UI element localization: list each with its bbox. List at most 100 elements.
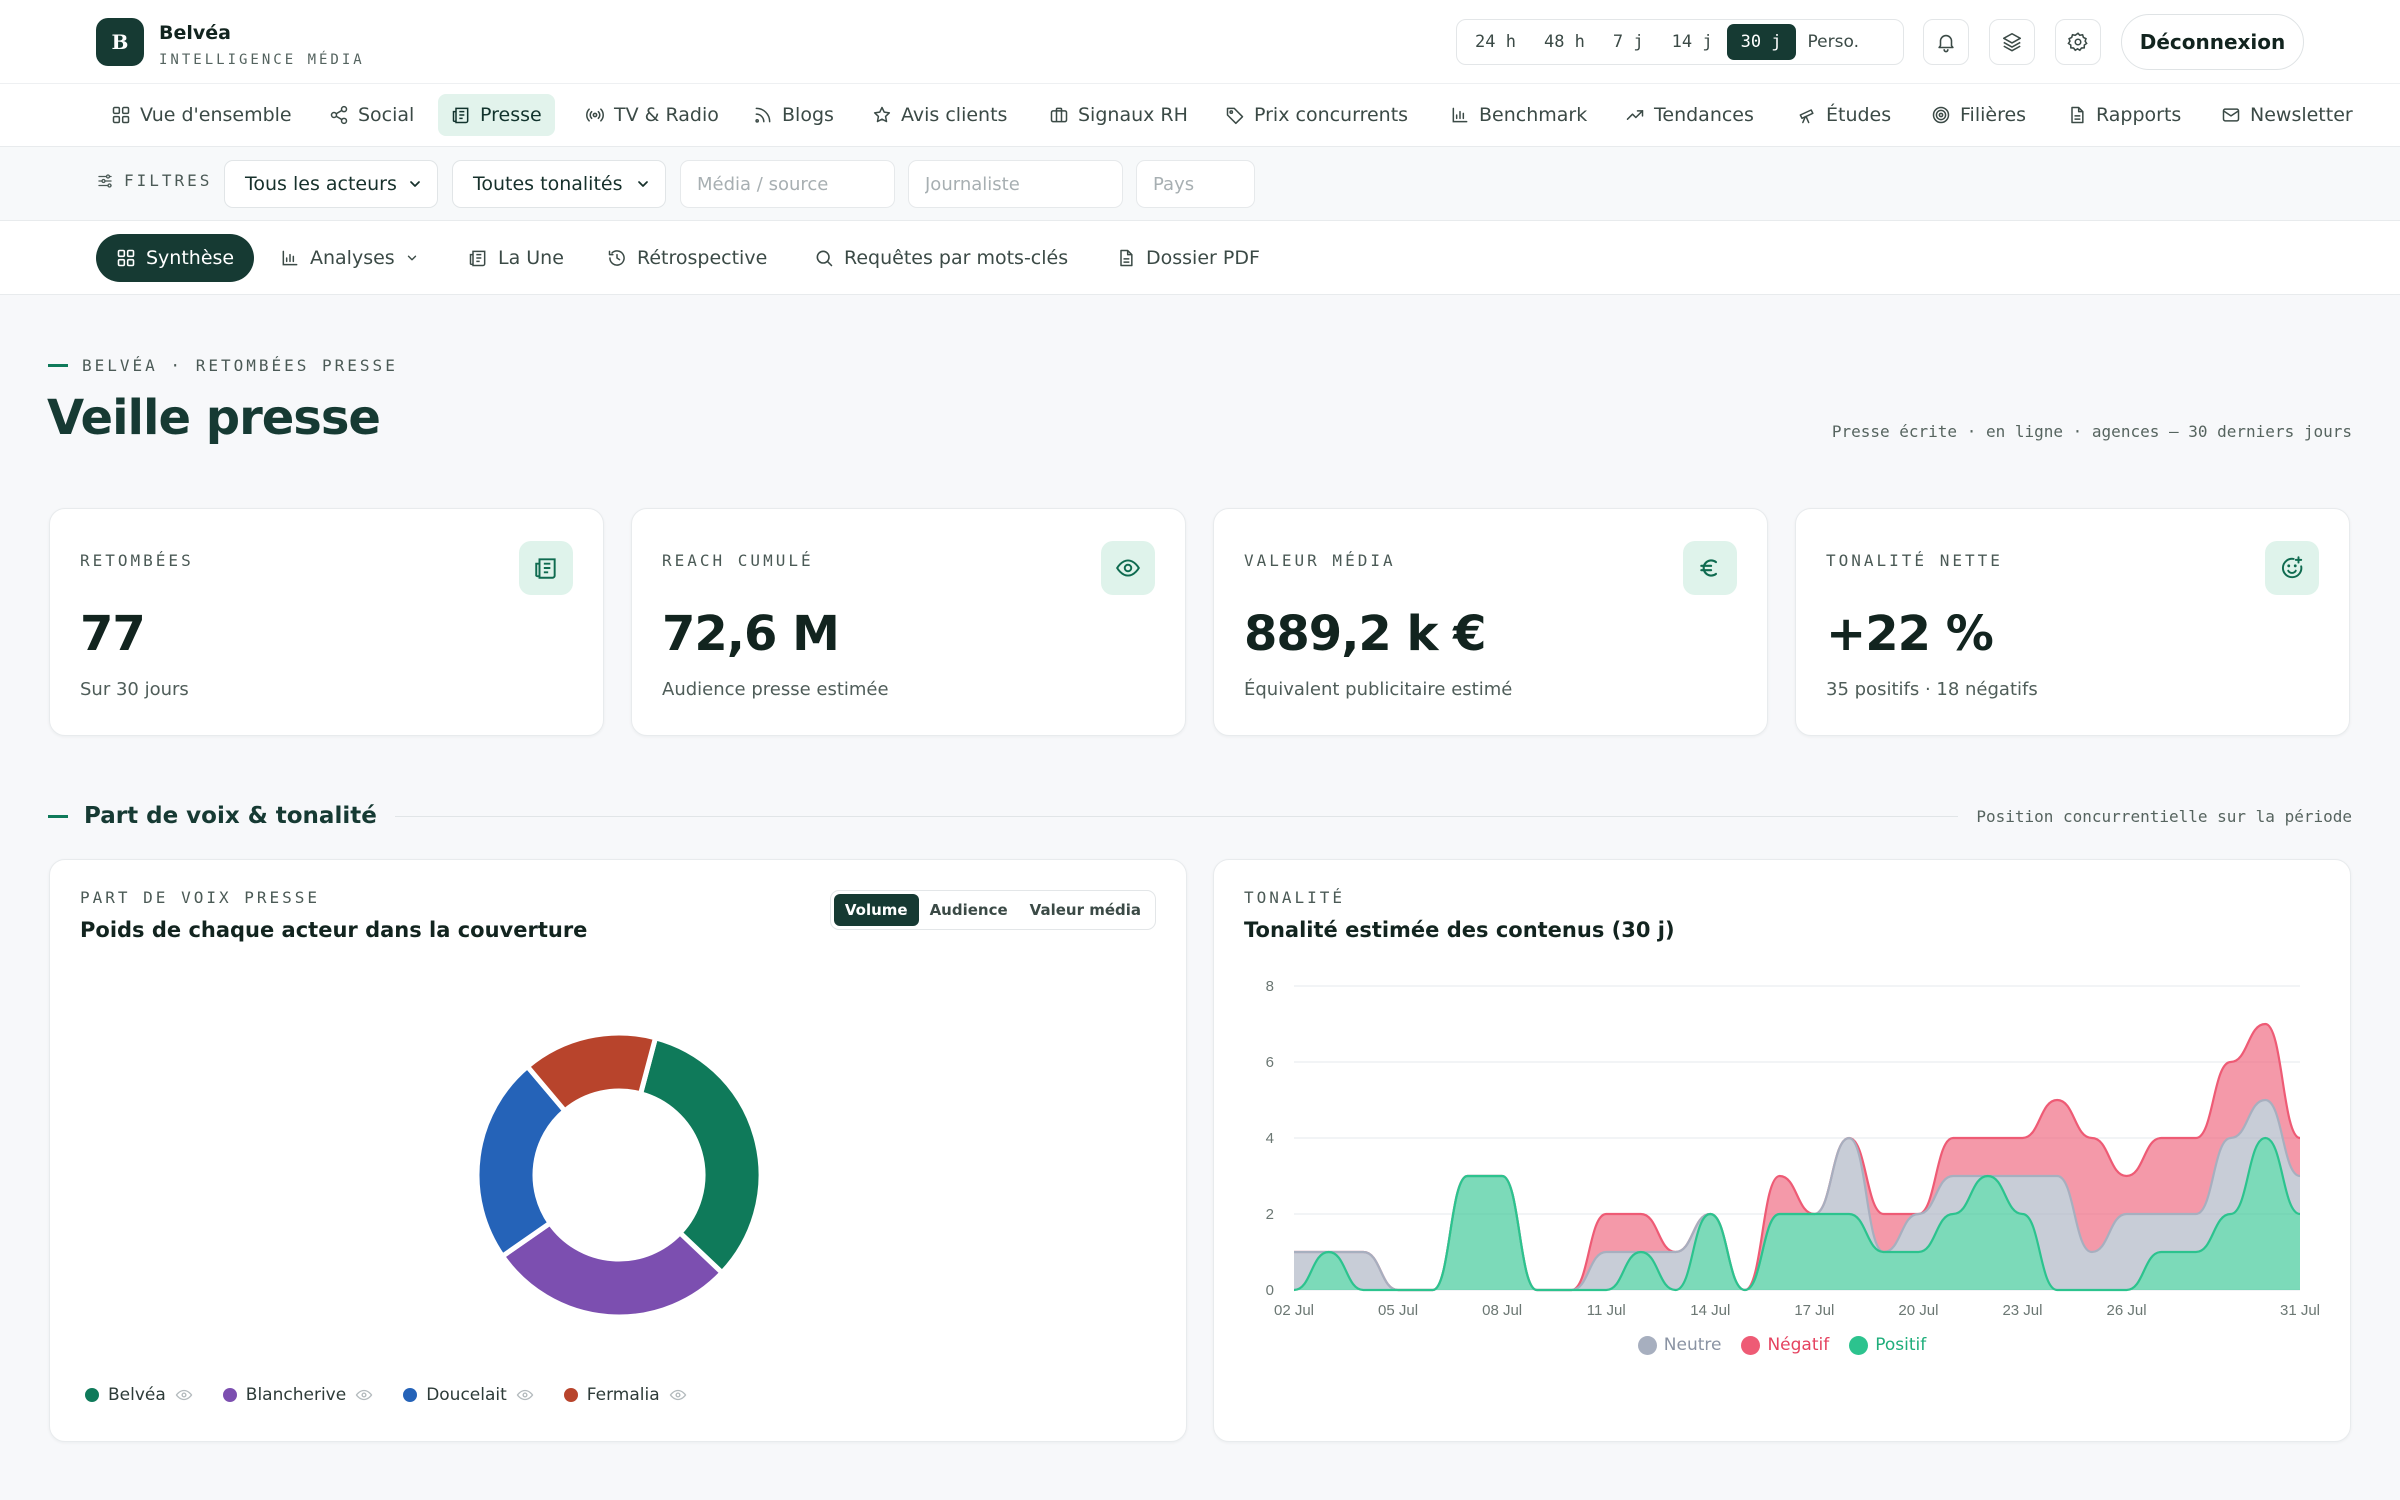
legend-label: Neutre [1663, 1335, 1722, 1355]
x-tick-label: 31 Jul [2280, 1302, 2320, 1319]
broadcast-icon [586, 108, 604, 122]
top-bar: B Belvéa INTELLIGENCE MÉDIA 24 h 48 h 7 … [0, 0, 2400, 84]
section-dash [48, 814, 68, 818]
journalist-input[interactable] [908, 160, 1123, 208]
country-input[interactable] [1136, 160, 1255, 208]
target-icon [1932, 106, 1950, 124]
telescope-icon [1799, 109, 1814, 124]
eye-icon [669, 1389, 686, 1401]
nav-label: Études [1826, 104, 1892, 126]
kpi-subtext: Équivalent publicitaire estimé [1244, 679, 1513, 700]
legend-swatch [403, 1388, 418, 1402]
x-tick-label: 05 Jul [1378, 1302, 1418, 1319]
tab-synthese[interactable]: Synthèse [96, 234, 255, 282]
nav-item-etudes[interactable]: Études [1784, 94, 1904, 136]
donut-slice-doucelait[interactable] [474, 1063, 568, 1259]
section-divider [394, 815, 1959, 817]
eye-icon [355, 1389, 373, 1401]
file-icon [1120, 249, 1133, 267]
kpi-label: RETOMBÉES [80, 551, 194, 570]
period-30j[interactable]: 30 j [1726, 24, 1796, 60]
filter-bar: FILTRES Tous les acteurs Toutes tonalité… [0, 147, 2400, 221]
donut-slice-fermalia[interactable] [524, 1030, 659, 1114]
legend-swatch [563, 1388, 578, 1402]
actor-select[interactable]: Tous les acteurs [224, 160, 438, 208]
brand-logo[interactable]: B [96, 18, 144, 66]
kpi-value: 889,2 k € [1244, 606, 1487, 662]
legend-item-blancherive[interactable]: Blancherive [222, 1385, 373, 1405]
period-selector: 24 h 48 h 7 j 14 j 30 j Perso. [1456, 19, 1904, 65]
mail-icon [2222, 108, 2240, 122]
kpi-value: 77 [80, 606, 146, 662]
nav-item-filieres[interactable]: Filières [1918, 94, 2039, 136]
metric-toggle: Volume Audience Valeur média [829, 890, 1156, 930]
tab-dossier-pdf[interactable]: Dossier PDF [1096, 234, 1280, 282]
period-48h[interactable]: 48 h [1543, 32, 1585, 52]
legend-item-positif[interactable]: Positif [1849, 1335, 1926, 1355]
notifications-button[interactable] [1923, 19, 1969, 65]
nav-item-benchmark[interactable]: Benchmark [1437, 94, 1600, 136]
brand-name: Belvéa [159, 22, 231, 44]
period-24h[interactable]: 24 h [1475, 32, 1516, 52]
sliders-icon [98, 173, 112, 188]
legend-item-neutre[interactable]: Neutre [1637, 1335, 1722, 1355]
period-14j[interactable]: 14 j [1671, 32, 1713, 52]
nav-item-tv-radio[interactable]: TV & Radio [572, 94, 732, 136]
settings-icon [2067, 32, 2088, 52]
legend-swatch [1741, 1335, 1761, 1355]
legend-swatch [1849, 1335, 1869, 1355]
nav-item-blogs[interactable]: Blogs [740, 94, 847, 136]
kpi-subtext: Audience presse estimée [662, 679, 889, 700]
period-custom[interactable]: Perso. [1807, 32, 1859, 52]
tab-requetes-mots-cles[interactable]: Requêtes par mots-clés [794, 234, 1088, 282]
filters-label: FILTRES [96, 171, 212, 190]
tone-select[interactable]: Toutes tonalités [452, 160, 666, 208]
nav-label: Prix concurrents [1254, 104, 1409, 126]
donut-slice-blancherive[interactable] [499, 1220, 725, 1320]
nav-label: Benchmark [1479, 104, 1588, 126]
chevron-down-icon [638, 181, 648, 187]
tab-la-une[interactable]: La Une [448, 234, 584, 282]
legend-label: Blancherive [245, 1385, 347, 1405]
legend-label: Doucelait [426, 1385, 507, 1405]
legend-item-fermalia[interactable]: Fermalia [563, 1385, 687, 1405]
legend-item-doucelait[interactable]: Doucelait [403, 1385, 534, 1405]
kpi-icon-box [1683, 541, 1737, 595]
settings-button[interactable] [2055, 19, 2101, 65]
euro-icon [1700, 559, 1718, 577]
legend-label: Fermalia [586, 1385, 660, 1405]
nav-item-avis-clients[interactable]: Avis clients [859, 94, 1020, 136]
newspaper-icon [452, 107, 469, 124]
layers-button[interactable] [1989, 19, 2035, 65]
period-7j[interactable]: 7 j [1612, 32, 1644, 52]
nav-item-rapports[interactable]: Rapports [2054, 94, 2194, 136]
x-tick-label: 02 Jul [1274, 1302, 1314, 1319]
nav-item-signaux-rh[interactable]: Signaux RH [1036, 94, 1201, 136]
nav-label: Rapports [2096, 104, 2182, 126]
tab-label: La Une [498, 247, 564, 269]
legend-swatch [85, 1388, 99, 1402]
kpi-icon-box [519, 541, 573, 595]
media-source-input[interactable] [680, 160, 895, 208]
donut-slice-belva[interactable] [638, 1035, 764, 1276]
logout-button[interactable]: Déconnexion [2121, 14, 2304, 70]
filters-label-text: FILTRES [124, 171, 213, 190]
nav-item-presse[interactable]: Presse [438, 94, 555, 136]
nav-item-prix-concurrents[interactable]: Prix concurrents [1212, 94, 1421, 136]
nav-item-tendances[interactable]: Tendances [1612, 94, 1767, 136]
nav-item-overview[interactable]: Vue d'ensemble [98, 94, 305, 136]
legend-item-negatif[interactable]: Négatif [1741, 1335, 1829, 1355]
nav-item-social[interactable]: Social [316, 94, 427, 136]
star-icon [873, 106, 891, 123]
toggle-valeur-media[interactable]: Valeur média [1029, 901, 1141, 919]
area-neutre [1294, 1100, 2300, 1290]
tab-analyses[interactable]: Analyses [260, 234, 439, 282]
toggle-audience[interactable]: Audience [929, 901, 1008, 919]
tonality-panel: TONALITÉ Tonalité estimée des contenus (… [1213, 859, 2351, 1442]
main-nav: Vue d'ensemble Social Presse TV & Radio … [0, 84, 2400, 147]
tab-retrospective[interactable]: Rétrospective [587, 234, 787, 282]
nav-item-newsletter[interactable]: Newsletter [2208, 94, 2366, 136]
toggle-volume[interactable]: Volume [833, 894, 919, 926]
legend-item-belvea[interactable]: Belvéa [85, 1385, 193, 1405]
kpi-card-valeur-media: VALEUR MÉDIA 889,2 k € Équivalent public… [1213, 508, 1768, 736]
